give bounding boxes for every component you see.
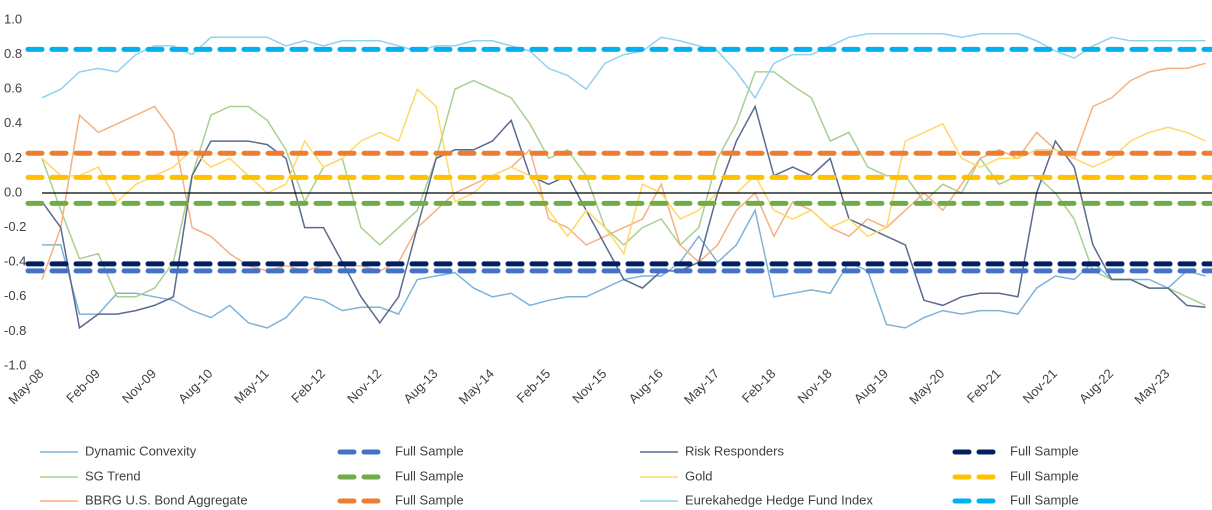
x-tick-label: May-17 bbox=[681, 366, 722, 407]
legend-label: BBRG U.S. Bond Aggregate bbox=[85, 492, 248, 507]
y-tick-label: -0.2 bbox=[4, 219, 26, 234]
x-tick-label: Nov-21 bbox=[1020, 366, 1060, 406]
y-tick-label: 0.0 bbox=[4, 184, 22, 199]
x-tick-label: May-23 bbox=[1131, 366, 1172, 407]
x-tick-label: Feb-09 bbox=[63, 366, 103, 406]
legend-label: Full Sample bbox=[1010, 468, 1079, 483]
legend-label: Gold bbox=[685, 468, 712, 483]
x-tick-label: May-11 bbox=[231, 366, 272, 407]
x-tick-label: Nov-09 bbox=[119, 366, 159, 406]
x-tick-label: Feb-15 bbox=[514, 366, 554, 406]
x-tick-label: Aug-13 bbox=[400, 366, 440, 406]
y-tick-label: -0.6 bbox=[4, 288, 26, 303]
x-tick-label: Aug-16 bbox=[626, 366, 666, 406]
y-tick-label: -0.4 bbox=[4, 254, 26, 269]
series-line bbox=[41, 71, 1206, 307]
x-tick-label: Feb-21 bbox=[964, 366, 1004, 406]
x-tick-label: Nov-18 bbox=[795, 366, 835, 406]
legend-label: Full Sample bbox=[395, 468, 464, 483]
legend-label: Full Sample bbox=[395, 492, 464, 507]
x-tick-label: Aug-19 bbox=[851, 366, 891, 406]
series-line bbox=[41, 104, 1206, 330]
legend-label: Dynamic Convexity bbox=[85, 443, 197, 458]
series-line bbox=[41, 33, 1206, 100]
y-tick-label: -0.8 bbox=[4, 323, 26, 338]
legend-label: Full Sample bbox=[395, 443, 464, 458]
y-tick-label: 0.2 bbox=[4, 150, 22, 165]
x-tick-label: Aug-22 bbox=[1076, 366, 1116, 406]
y-tick-label: -1.0 bbox=[4, 357, 26, 372]
y-tick-label: 1.0 bbox=[4, 11, 22, 26]
x-tick-label: May-14 bbox=[456, 366, 497, 407]
x-tick-label: Feb-18 bbox=[739, 366, 779, 406]
legend-label: Full Sample bbox=[1010, 492, 1079, 507]
legend-label: Eurekahedge Hedge Fund Index bbox=[685, 492, 873, 507]
y-tick-label: 0.8 bbox=[4, 46, 22, 61]
x-tick-label: Nov-12 bbox=[344, 366, 384, 406]
legend-label: Full Sample bbox=[1010, 443, 1079, 458]
legend-label: SG Trend bbox=[85, 468, 141, 483]
x-tick-label: Aug-10 bbox=[175, 366, 215, 406]
x-tick-label: Nov-15 bbox=[569, 366, 609, 406]
series-line bbox=[41, 62, 1206, 280]
x-tick-label: Feb-12 bbox=[288, 366, 328, 406]
x-tick-label: May-20 bbox=[906, 366, 947, 407]
y-tick-label: 0.4 bbox=[4, 115, 22, 130]
y-tick-label: 0.6 bbox=[4, 81, 22, 96]
legend-label: Risk Responders bbox=[685, 443, 784, 458]
series-line bbox=[41, 87, 1206, 256]
